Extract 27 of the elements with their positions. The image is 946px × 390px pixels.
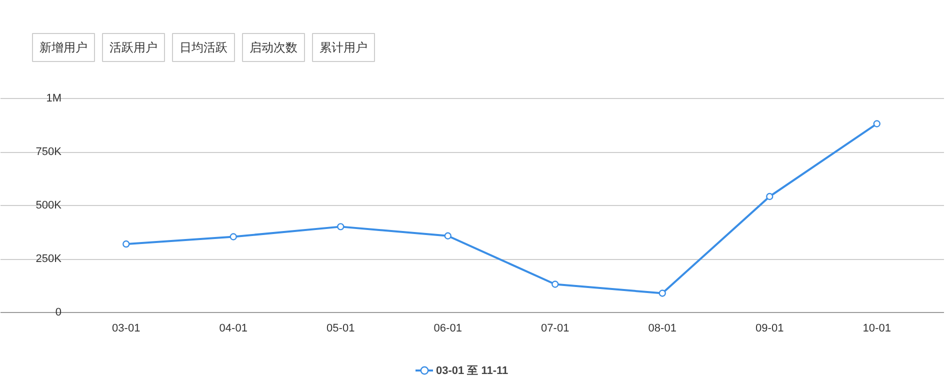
- point: [552, 280, 559, 288]
- point: [873, 120, 880, 128]
- x-tick-label: 09-01: [756, 322, 784, 334]
- x-tick-label: 10-01: [862, 322, 891, 334]
- y-tick-label: 500K: [36, 200, 62, 212]
- text: 新增用户: [40, 40, 88, 54]
- x-tick-label: 08-01: [648, 322, 676, 334]
- x-tick-label: 03-01: [112, 322, 140, 334]
- y-tick-label: 750K: [36, 146, 62, 158]
- point: [766, 192, 774, 200]
- text: 日均活跃: [180, 40, 228, 54]
- y-tick-label: 0: [55, 306, 62, 318]
- y-tick-label: 250K: [36, 253, 62, 265]
- x-tick-label: 05-01: [326, 322, 355, 334]
- point: [444, 232, 452, 240]
- point: [658, 290, 666, 297]
- point: [337, 223, 344, 230]
- point: [122, 240, 130, 248]
- point: [230, 233, 237, 240]
- x-tick-label: 04-01: [219, 322, 248, 334]
- y-tick-label: 1M: [46, 92, 62, 104]
- legend-label: 03-01 至 11-11: [436, 364, 508, 378]
- text: 活跃用户: [110, 40, 158, 54]
- x-tick-label: 07-01: [541, 322, 570, 334]
- text: 启动次数: [250, 40, 298, 54]
- x-tick-label: 06-01: [434, 322, 462, 334]
- text: 累计用户: [320, 40, 368, 54]
